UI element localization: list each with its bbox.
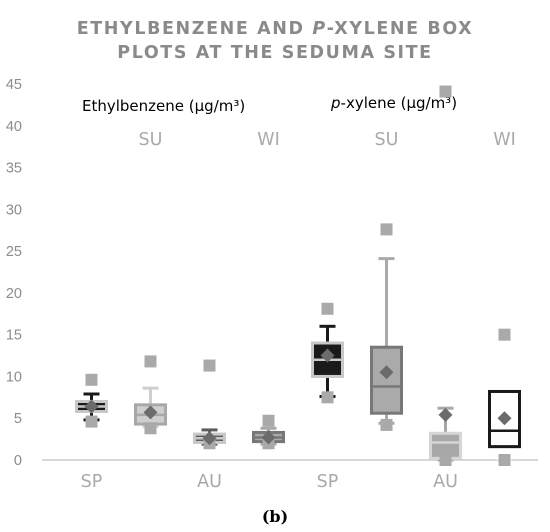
outlier-marker <box>203 359 216 372</box>
outlier-marker <box>498 328 511 341</box>
outlier-marker <box>262 414 275 427</box>
pxylene-group-label: p-xylene (µg/m³) <box>330 94 457 112</box>
box-plot-sp-5 <box>311 302 344 404</box>
outlier-marker <box>321 302 334 315</box>
mean-marker <box>497 411 512 426</box>
box-plot-su-6 <box>370 223 403 431</box>
outlier-marker <box>380 223 393 236</box>
season-label-wi: WI <box>493 130 515 150</box>
season-label-su: SU <box>139 130 163 150</box>
box-plot-au-3 <box>193 359 226 450</box>
season-label-sp: SP <box>81 472 103 492</box>
mean-marker <box>261 430 276 445</box>
box-plot-wi-8 <box>488 328 521 466</box>
y-tick-label: 30 <box>6 202 22 218</box>
mean-marker <box>84 399 99 414</box>
y-tick-label: 45 <box>6 77 22 93</box>
outlier-marker <box>380 418 393 431</box>
y-tick-label: 0 <box>14 453 22 469</box>
outlier-marker <box>439 454 452 466</box>
outlier-marker <box>439 85 452 98</box>
season-label-wi: WI <box>257 130 279 150</box>
season-label-su: SU <box>375 130 399 150</box>
season-label-au: AU <box>197 472 222 492</box>
mean-marker <box>379 365 394 380</box>
box-plots <box>75 85 521 466</box>
y-tick-label: 40 <box>6 119 22 135</box>
chart-title-line-2: PLOTS AT THE SEDUMA SITE <box>117 43 432 63</box>
pxylene-italic-p: p <box>330 94 341 112</box>
box-plot-sp-1 <box>75 373 108 428</box>
y-axis-tick-labels: 0 5 10 15 20 25 30 35 40 45 <box>6 77 22 469</box>
box-plot-au-7 <box>429 85 462 466</box>
box-plot-wi-4 <box>252 414 285 450</box>
iqr-box <box>370 345 403 415</box>
season-labels: SP SU AU WI SP SU AU WI <box>81 130 516 492</box>
y-tick-label: 35 <box>6 161 22 177</box>
figure-caption: (b) <box>262 507 288 526</box>
pxylene-label-rest: -xylene (µg/m³) <box>341 94 458 112</box>
season-label-au: AU <box>433 472 458 492</box>
ethylbenzene-group-label: Ethylbenzene (µg/m³) <box>82 97 245 115</box>
outlier-marker <box>144 422 157 435</box>
season-label-sp: SP <box>317 472 339 492</box>
title-text: ETHYLBENZENE AND <box>77 19 313 39</box>
chart-title-line-1: ETHYLBENZENE AND P-XYLENE BOX <box>77 19 474 39</box>
y-tick-label: 5 <box>14 411 22 427</box>
outlier-marker <box>498 454 511 466</box>
mean-marker <box>438 407 453 422</box>
outlier-marker <box>85 415 98 428</box>
outlier-marker <box>85 373 98 386</box>
y-tick-label: 20 <box>6 286 22 302</box>
y-tick-label: 25 <box>6 244 22 260</box>
outlier-marker <box>144 355 157 368</box>
box-plot-su-2 <box>134 355 167 435</box>
title-text-rest: -XYLENE BOX <box>327 19 473 39</box>
outlier-marker <box>321 391 334 404</box>
mean-marker <box>202 431 217 446</box>
y-tick-label: 15 <box>6 328 22 344</box>
mean-marker <box>320 348 335 363</box>
y-tick-label: 10 <box>6 369 22 385</box>
mean-marker <box>143 405 158 420</box>
title-italic-p: P <box>312 19 326 39</box>
